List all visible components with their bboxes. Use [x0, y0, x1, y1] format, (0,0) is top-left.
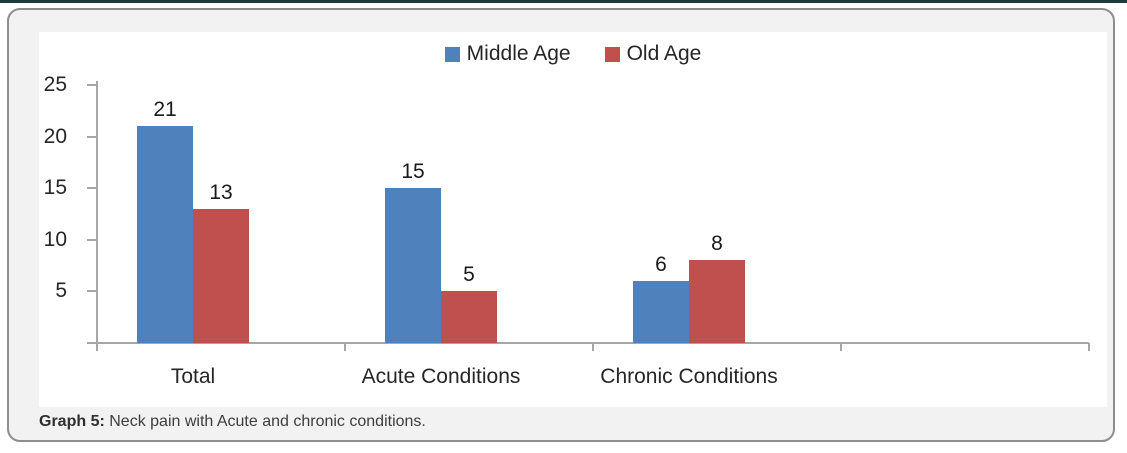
x-axis-category-label: Chronic Conditions	[600, 365, 778, 388]
bar-value-label: 5	[463, 263, 475, 286]
legend-item-middle-age: Middle Age	[444, 42, 571, 66]
bar-old-age-total	[193, 209, 249, 343]
y-axis-line	[96, 81, 98, 351]
y-axis-tick-label: 20	[43, 124, 67, 148]
y-axis-tick-label: 25	[43, 73, 67, 96]
bar-middle-age-total	[137, 126, 193, 343]
x-axis-line	[87, 342, 1089, 344]
bar-middle-age-acute-conditions	[385, 188, 441, 343]
y-axis-tick	[87, 187, 97, 190]
y-axis-tick	[87, 238, 97, 241]
legend-label: Old Age	[626, 42, 702, 65]
bar-old-age-acute-conditions	[441, 291, 497, 343]
figure-caption: Graph 5: Neck pain with Acute and chroni…	[39, 413, 426, 431]
legend-swatch-icon	[604, 46, 620, 62]
y-axis-tick	[87, 84, 97, 86]
x-axis-tick	[840, 343, 842, 351]
caption-label: Graph 5:	[39, 413, 105, 430]
y-axis-tick	[87, 135, 97, 138]
y-axis-tick-label: 15	[43, 176, 67, 200]
x-axis-category-label: Total	[170, 365, 216, 388]
caption-text: Neck pain with Acute and chronic conditi…	[104, 413, 426, 430]
y-axis-tick-label: 10	[43, 227, 67, 251]
x-axis-category-label: Acute Conditions	[361, 365, 521, 388]
legend-label: Middle Age	[466, 42, 571, 65]
x-axis-tick	[592, 343, 594, 351]
bar-value-label: 15	[401, 160, 425, 183]
x-axis-tick	[344, 343, 346, 351]
x-axis-tick	[1088, 343, 1090, 351]
page-top-rule	[0, 0, 1127, 3]
bar-value-label: 6	[655, 253, 667, 276]
bar-chart: Middle Age Old Age 5 10 15 20 25 21 13 Total 15 5 A…	[39, 32, 1107, 407]
legend-item-old-age: Old Age	[604, 42, 702, 66]
y-axis-tick	[87, 290, 97, 293]
legend-swatch-icon	[444, 46, 460, 62]
bar-value-label: 8	[711, 232, 723, 255]
figure-frame: Middle Age Old Age 5 10 15 20 25 21 13 Total 15 5 A…	[7, 8, 1115, 442]
chart-legend: Middle Age Old Age	[39, 42, 1107, 66]
bar-value-label: 21	[153, 98, 177, 121]
y-axis-tick-label: 5	[55, 279, 67, 303]
bar-value-label: 13	[209, 181, 233, 204]
bar-old-age-chronic-conditions	[689, 260, 745, 343]
bar-middle-age-chronic-conditions	[633, 281, 689, 343]
